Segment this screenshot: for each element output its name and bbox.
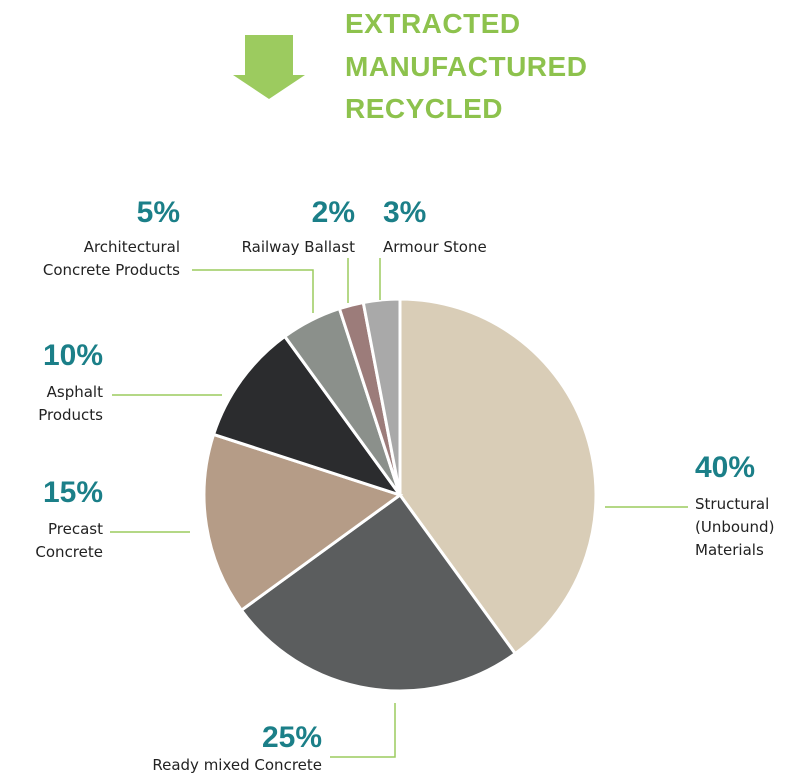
value-label: 3% bbox=[383, 196, 427, 229]
title-line: EXTRACTED bbox=[345, 8, 521, 39]
category-label: Asphalt Products bbox=[38, 383, 103, 424]
category-label: Ready mixed Concrete bbox=[152, 756, 322, 774]
down-arrow bbox=[233, 35, 305, 99]
leader-line bbox=[330, 703, 396, 758]
leader-line bbox=[192, 269, 314, 313]
category-label: Architectural Concrete Products bbox=[42, 238, 180, 279]
value-label: 40% bbox=[695, 451, 756, 484]
value-label: 2% bbox=[311, 196, 355, 229]
value-label: 5% bbox=[136, 196, 180, 229]
pie-slice bbox=[239, 492, 518, 693]
value-label: 25% bbox=[261, 721, 322, 754]
category-label: Structural (Unbound) Materials bbox=[695, 495, 775, 559]
pie-slice bbox=[398, 297, 598, 656]
title-line: RECYCLED bbox=[345, 93, 504, 124]
title-line: MANUFACTURED bbox=[345, 51, 588, 82]
value-label: 10% bbox=[42, 339, 103, 372]
category-label: Precast Concrete bbox=[35, 520, 103, 561]
pie-slice bbox=[361, 297, 402, 496]
category-label: Railway Ballast bbox=[241, 238, 355, 256]
pie-slice bbox=[202, 432, 404, 613]
category-label: Armour Stone bbox=[383, 238, 487, 256]
pie-slice bbox=[211, 334, 404, 498]
value-label: 15% bbox=[42, 476, 103, 509]
